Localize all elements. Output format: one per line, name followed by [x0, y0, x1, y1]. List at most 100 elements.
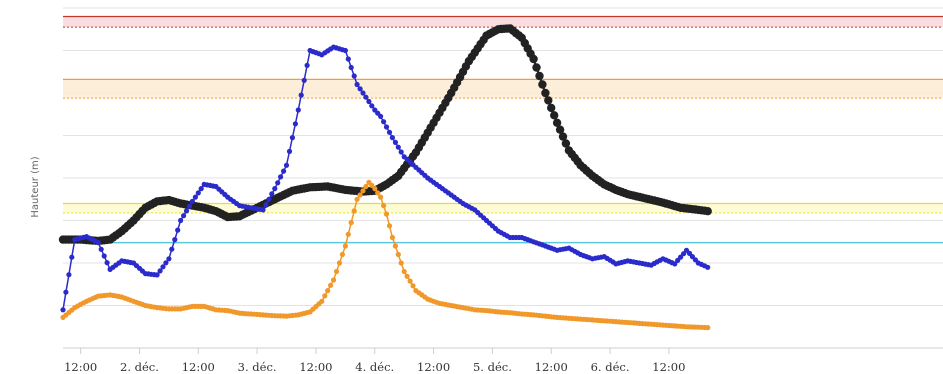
series-0-point: [558, 132, 568, 141]
series-2-point: [333, 268, 340, 275]
series-1-point: [386, 129, 393, 135]
threshold-band-2: [63, 203, 943, 213]
series-1-point: [381, 119, 387, 125]
series-1-point: [69, 254, 75, 260]
series-1-point: [378, 113, 384, 119]
series-0-point: [561, 139, 571, 148]
series-1-point: [342, 47, 348, 54]
series-1-point: [398, 149, 404, 155]
series-2-point: [401, 268, 407, 275]
series-1-point: [66, 272, 72, 278]
series-1-point: [104, 260, 110, 266]
series-1-point: [198, 186, 204, 192]
series-1-point: [681, 251, 687, 257]
series-0-point: [541, 88, 550, 98]
series-2-point: [383, 211, 390, 217]
series-1-point: [157, 268, 163, 274]
series-2-point: [392, 243, 398, 249]
series-2-point: [372, 186, 378, 192]
series-1-point: [175, 227, 181, 233]
series-2-point: [363, 183, 369, 190]
series-1-point: [292, 121, 298, 127]
series-2-point: [351, 208, 357, 214]
series-1-point: [272, 186, 278, 192]
series-1-point: [281, 168, 287, 174]
series-1-point: [286, 148, 293, 154]
series-2-point: [389, 234, 395, 241]
series-1-point: [195, 190, 201, 196]
series-1-point: [154, 272, 160, 278]
series-1-point: [289, 135, 295, 141]
series-2-point: [319, 298, 325, 304]
series-2-point: [342, 243, 348, 249]
series-0-point: [547, 103, 556, 113]
series-2-point: [404, 273, 410, 279]
series-1-point: [192, 194, 198, 200]
series-1-point: [63, 289, 69, 295]
series-1-point: [360, 90, 366, 96]
series-0-point: [555, 125, 565, 134]
x-tick-label: 12:00: [535, 360, 568, 374]
series-1-point: [366, 98, 372, 105]
series-2-point: [378, 194, 384, 200]
x-tick-label: 12:00: [299, 360, 332, 374]
series-1-point: [357, 86, 363, 92]
series-0-point: [552, 118, 562, 128]
series-1-point: [186, 203, 193, 209]
series-1-point: [181, 213, 187, 219]
series-2-point: [328, 282, 334, 288]
series-1-point: [266, 196, 272, 202]
series-1-point: [345, 56, 351, 62]
series-1-point: [183, 208, 190, 214]
threshold-band-0: [63, 16, 943, 28]
series-2-point: [331, 277, 337, 283]
series-1-point: [348, 64, 354, 71]
series-2-point: [395, 251, 401, 258]
series-2-point: [345, 231, 351, 237]
x-tick-label: 12:00: [417, 360, 450, 374]
series-group: [58, 24, 712, 331]
series-2-point: [398, 260, 404, 266]
series-1-point: [283, 162, 290, 168]
series-1-point: [672, 261, 678, 267]
series-0-point: [703, 207, 712, 216]
series-0-point: [535, 71, 544, 81]
series-1-point: [301, 77, 307, 83]
series-1-point: [369, 103, 375, 109]
series-2-point: [410, 283, 416, 289]
series-1-point: [678, 254, 684, 260]
series-1-point: [163, 260, 169, 266]
series-0-point: [532, 63, 541, 72]
series-1-point: [166, 256, 172, 262]
series-2-point: [336, 260, 343, 266]
series-1-point: [101, 253, 107, 259]
series-1-point: [269, 191, 275, 197]
series-1-point: [351, 73, 357, 79]
series-2-point: [325, 288, 331, 294]
y-axis-label: Hauteur (m): [30, 156, 41, 217]
series-1-point: [395, 144, 401, 150]
series-1-point: [95, 240, 101, 246]
series-1-point: [392, 139, 398, 145]
series-1-point: [260, 207, 266, 213]
series-1-point: [705, 264, 711, 270]
x-tick-label: 12:00: [182, 360, 215, 374]
series-2-point: [357, 192, 363, 198]
series-1-point: [189, 198, 195, 204]
series-1-point: [263, 202, 269, 208]
series-1-point: [295, 107, 301, 113]
series-1-point: [160, 264, 166, 270]
x-tick-label: 12:00: [64, 360, 97, 374]
series-1-point: [178, 217, 184, 224]
series-2-point: [354, 196, 360, 202]
series-2-point: [705, 325, 711, 331]
series-1-point: [98, 246, 104, 252]
series-0-point: [550, 111, 559, 120]
series-0-point: [529, 54, 538, 64]
x-tick-label: 5. déc.: [473, 360, 512, 374]
series-2-point: [348, 220, 354, 226]
series-1-point: [298, 92, 304, 98]
series-1-point: [275, 180, 281, 186]
series-2: [60, 179, 711, 331]
